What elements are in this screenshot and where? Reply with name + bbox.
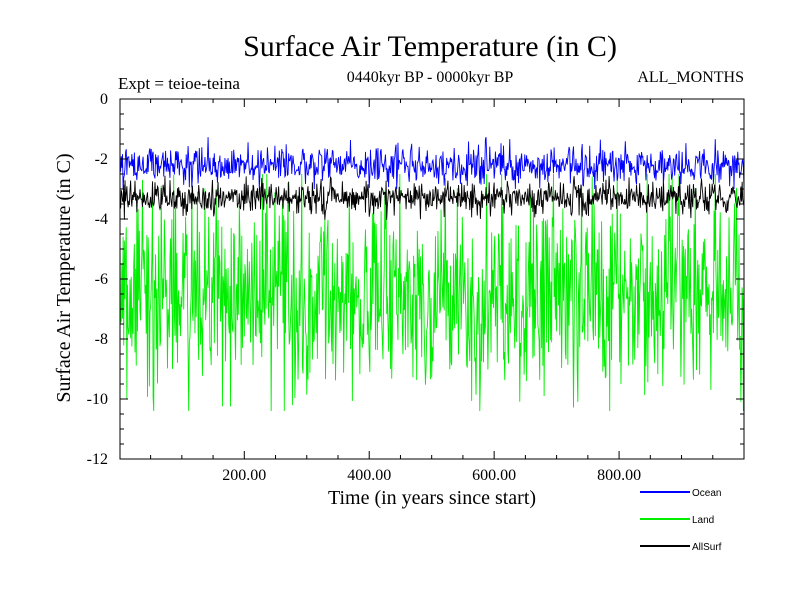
- period-subtitle: 0440kyr BP - 0000kyr BP: [347, 69, 514, 86]
- x-axis-label: Time (in years since start): [328, 487, 536, 509]
- legend: Ocean Land AllSurf: [640, 488, 722, 553]
- y-tick-label: 0: [100, 91, 108, 108]
- y-tick-label: -2: [95, 151, 108, 168]
- experiment-label: Expt = teioe-teina: [118, 74, 240, 93]
- series-line-land: [119, 173, 745, 412]
- series-line-ocean: [119, 136, 745, 190]
- months-label: ALL_MONTHS: [637, 69, 744, 86]
- x-tick-label: 200.00: [222, 467, 266, 484]
- x-tick-label: 600.00: [472, 467, 516, 484]
- series-line-allsurf: [119, 175, 745, 220]
- plot-area: [119, 136, 745, 412]
- chart-title: Surface Air Temperature (in C): [243, 30, 617, 63]
- y-tick-label: -10: [87, 391, 108, 408]
- x-tick-label: 400.00: [347, 467, 391, 484]
- y-axis-label: Surface Air Temperature (in C): [53, 153, 75, 402]
- y-tick-label: -12: [87, 451, 108, 468]
- legend-label-allsurf: AllSurf: [692, 542, 722, 553]
- legend-label-ocean: Ocean: [692, 488, 721, 499]
- y-tick-label: -6: [95, 271, 108, 288]
- y-tick-label: -4: [95, 211, 108, 228]
- axes: 0 -2 -4 -6 -8 -10 -12 200.00 400.00 600.00 800.00: [87, 91, 745, 484]
- x-tick-label: 800.00: [597, 467, 641, 484]
- y-tick-label: -8: [95, 331, 108, 348]
- legend-label-land: Land: [692, 515, 714, 526]
